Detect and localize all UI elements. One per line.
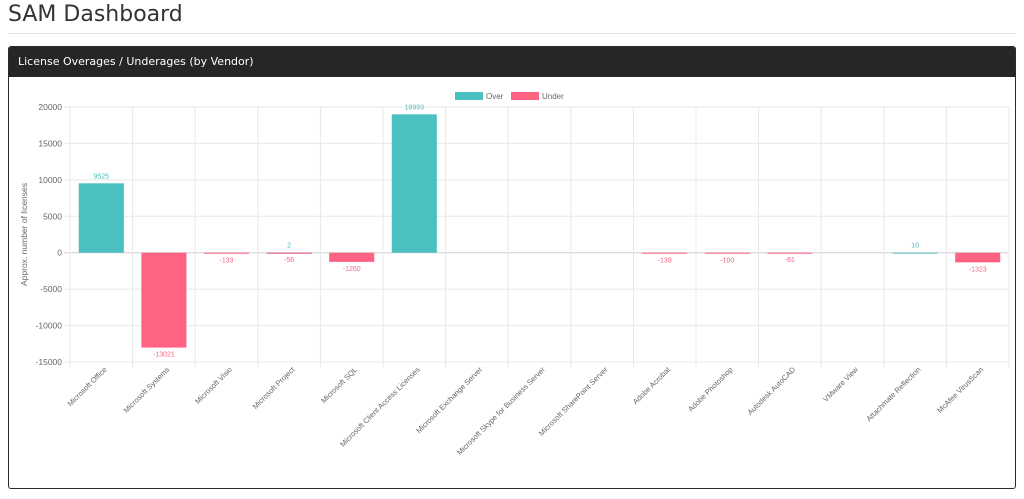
data-label-over: 18993 — [405, 104, 425, 111]
data-label-under: -56 — [284, 257, 294, 264]
category-label: Microsoft Systems — [122, 365, 172, 415]
data-label-under: -100 — [720, 257, 734, 264]
category-label: Microsoft Visio — [193, 365, 234, 406]
category-label: Autodesk AutoCAD — [746, 365, 798, 417]
legend-swatch-under[interactable] — [511, 92, 539, 100]
data-label-under: -1323 — [969, 266, 987, 273]
category-label: McAfee VirusScan — [935, 365, 985, 415]
category-label: Adobe Photoshop — [686, 365, 735, 414]
bar-under — [329, 252, 375, 262]
bar-under — [203, 252, 250, 254]
bar-under — [767, 252, 813, 254]
y-tick-label: -15000 — [36, 357, 63, 367]
category-label: Attachmate Reflection — [864, 365, 922, 423]
data-label-under: -133 — [219, 258, 233, 265]
bar-over — [78, 183, 124, 253]
legend-swatch-over[interactable] — [455, 92, 483, 100]
category-label: Microsoft SharePoint Server — [537, 365, 610, 438]
data-label-over: 9525 — [94, 173, 110, 180]
category-label: Microsoft Office — [66, 365, 109, 408]
y-tick-label: 10000 — [38, 175, 62, 185]
data-label-under: -1260 — [343, 266, 361, 273]
bar-under — [141, 252, 187, 348]
y-tick-label: 20000 — [38, 102, 62, 112]
panel-header: License Overages / Underages (by Vendor) — [9, 47, 1015, 77]
y-tick-label: -5000 — [40, 284, 62, 294]
category-label: VMware View — [821, 365, 860, 404]
data-label-under: -139 — [658, 258, 672, 265]
y-tick-label: 15000 — [38, 138, 62, 148]
data-label-under: -13021 — [153, 352, 175, 359]
bar-chart: 20000 15000 10000 5000 0 -5000 -10000 -15000 App… — [19, 92, 1010, 457]
data-label-over: 10 — [911, 243, 919, 250]
bar-under — [266, 252, 312, 254]
bar-over — [892, 252, 938, 254]
data-label-over: 2 — [287, 243, 291, 250]
bar-over — [391, 114, 437, 253]
y-axis-label: Approx. number of licenses — [19, 183, 29, 286]
bar-under — [642, 252, 688, 254]
y-tick-label: 5000 — [43, 211, 62, 221]
y-tick-label: 0 — [57, 248, 62, 258]
category-label: Microsoft Project — [251, 364, 298, 411]
category-label: Microsoft Exchange Server — [414, 365, 484, 435]
category-label: Adobe Acrobat — [631, 364, 673, 406]
chart-panel: License Overages / Underages (by Vendor)… — [8, 46, 1016, 489]
legend-label-under[interactable]: Under — [542, 92, 564, 101]
bar-under — [955, 252, 1001, 263]
legend-label-over[interactable]: Over — [486, 92, 504, 101]
title-divider — [8, 33, 1016, 34]
category-label: Microsoft SQL — [319, 365, 359, 405]
bar-under — [704, 252, 750, 254]
y-tick-label: -10000 — [36, 321, 63, 331]
page-title: SAM Dashboard — [8, 2, 183, 27]
data-label-under: -61 — [785, 257, 795, 264]
